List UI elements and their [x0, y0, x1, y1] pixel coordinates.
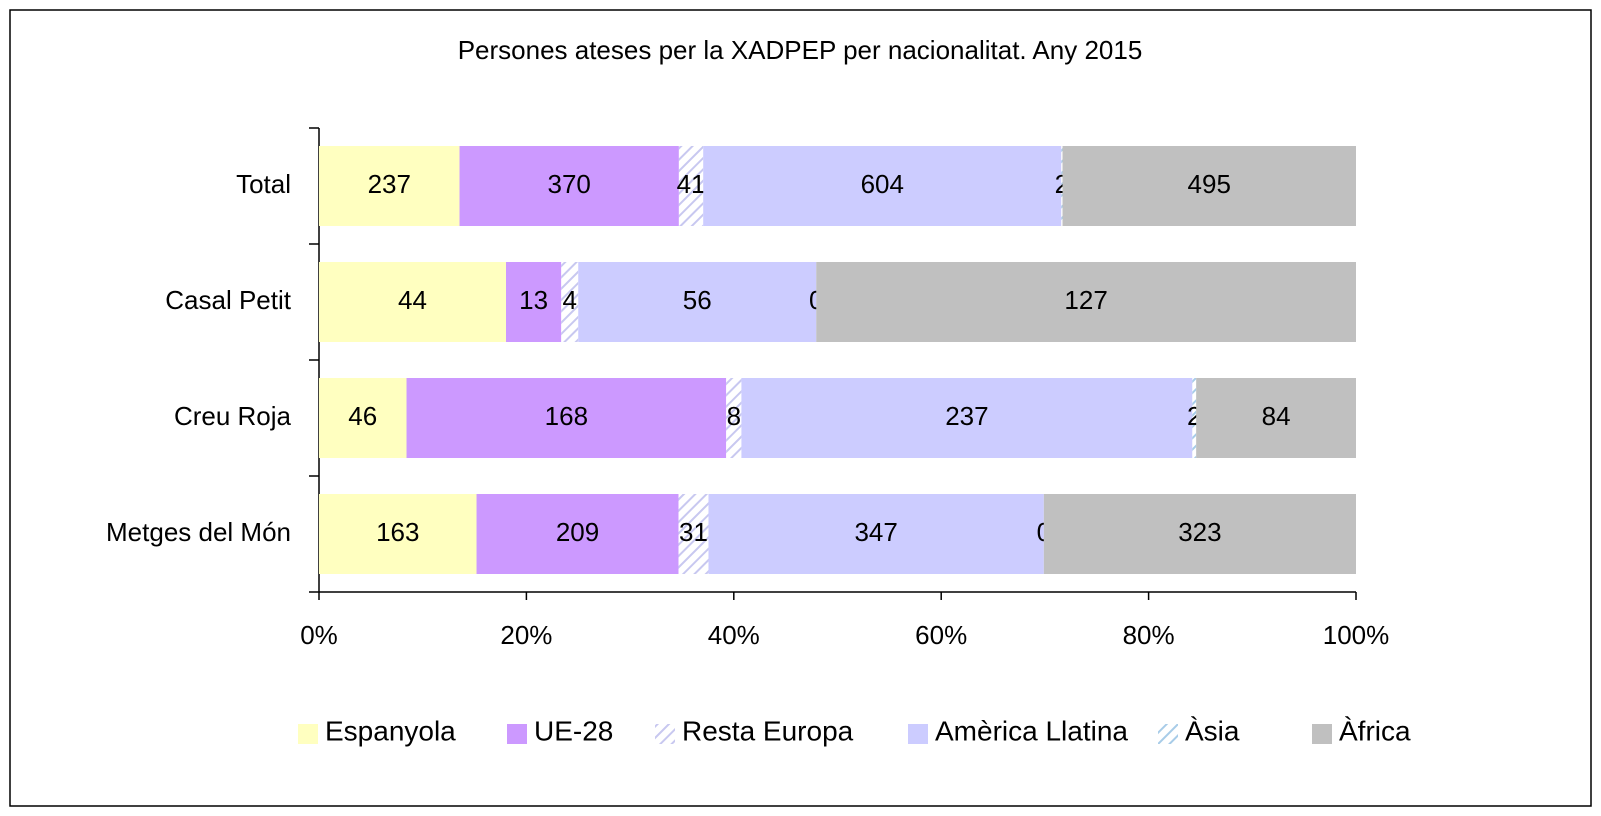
y-tick-label: Casal Petit: [165, 285, 291, 315]
x-tick-label: 80%: [1123, 620, 1175, 650]
legend-swatch: [655, 724, 675, 744]
legend-label: UE-28: [534, 715, 613, 746]
bar-segment: [459, 146, 679, 226]
bar-segment: [816, 262, 1356, 342]
data-label: 347: [854, 517, 897, 547]
x-tick-label: 60%: [915, 620, 967, 650]
legend-label: Resta Europa: [682, 715, 854, 746]
bar-segment: [476, 494, 679, 574]
data-label: 604: [861, 169, 904, 199]
bar-segment: [1062, 146, 1356, 226]
bar-segment: [726, 378, 742, 458]
data-label: 127: [1064, 285, 1107, 315]
data-label: 46: [348, 401, 377, 431]
data-label: 168: [545, 401, 588, 431]
data-label: 237: [368, 169, 411, 199]
bar-segment: [678, 494, 709, 574]
legend-swatch: [507, 724, 527, 744]
bar-segment: [741, 378, 1193, 458]
bar-segment: [319, 262, 506, 342]
legend-swatch: [1158, 724, 1178, 744]
data-label: 13: [519, 285, 548, 315]
data-label: 209: [556, 517, 599, 547]
data-label: 44: [398, 285, 427, 315]
x-tick-label: 20%: [500, 620, 552, 650]
data-label: 31: [679, 517, 708, 547]
y-tick-label: Total: [236, 169, 291, 199]
bar-segment: [406, 378, 727, 458]
data-label: 495: [1188, 169, 1231, 199]
data-label: 41: [677, 169, 706, 199]
legend-swatch: [908, 724, 928, 744]
legend-label: Àfrica: [1339, 715, 1411, 746]
data-label: 163: [376, 517, 419, 547]
x-tick-label: 40%: [708, 620, 760, 650]
bar-segment: [319, 378, 407, 458]
x-tick-label: 100%: [1323, 620, 1390, 650]
data-label: 84: [1262, 401, 1291, 431]
legend-label: Espanyola: [325, 715, 456, 746]
bar-segment: [1192, 378, 1197, 458]
bar-segment: [1043, 494, 1356, 574]
bar-segment: [561, 262, 579, 342]
bar-segment: [319, 494, 477, 574]
data-label: 4: [563, 285, 577, 315]
y-tick-label: Metges del Món: [106, 517, 291, 547]
data-label: 56: [683, 285, 712, 315]
data-label: 323: [1178, 517, 1221, 547]
chart-title: Persones ateses per la XADPEP per nacion…: [458, 35, 1143, 65]
y-tick-label: Creu Roja: [174, 401, 292, 431]
bar-segment: [708, 494, 1044, 574]
bar-segment: [1061, 146, 1063, 226]
legend-swatch: [1312, 724, 1332, 744]
bar-segment: [678, 146, 704, 226]
bar-segment: [1196, 378, 1356, 458]
x-tick-label: 0%: [300, 620, 338, 650]
legend-label: Amèrica Llatina: [935, 715, 1128, 746]
bar-segment: [578, 262, 817, 342]
legend-swatch: [298, 724, 318, 744]
data-label: 237: [945, 401, 988, 431]
bar-segment: [506, 262, 562, 342]
bar-segment: [703, 146, 1062, 226]
data-label: 8: [727, 401, 741, 431]
data-label: 370: [548, 169, 591, 199]
legend-label: Àsia: [1185, 715, 1240, 746]
bar-segment: [319, 146, 460, 226]
